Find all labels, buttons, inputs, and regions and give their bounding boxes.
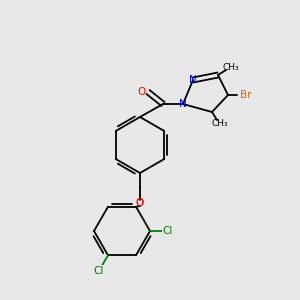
- Text: Cl: Cl: [163, 226, 173, 236]
- Text: O: O: [138, 87, 146, 97]
- Text: N: N: [179, 99, 187, 109]
- Text: N: N: [189, 75, 197, 85]
- Text: Br: Br: [240, 90, 252, 100]
- Text: O: O: [136, 198, 144, 208]
- Text: CH₃: CH₃: [223, 62, 239, 71]
- Text: O: O: [136, 198, 144, 208]
- Text: Cl: Cl: [94, 266, 104, 276]
- Text: CH₃: CH₃: [212, 119, 228, 128]
